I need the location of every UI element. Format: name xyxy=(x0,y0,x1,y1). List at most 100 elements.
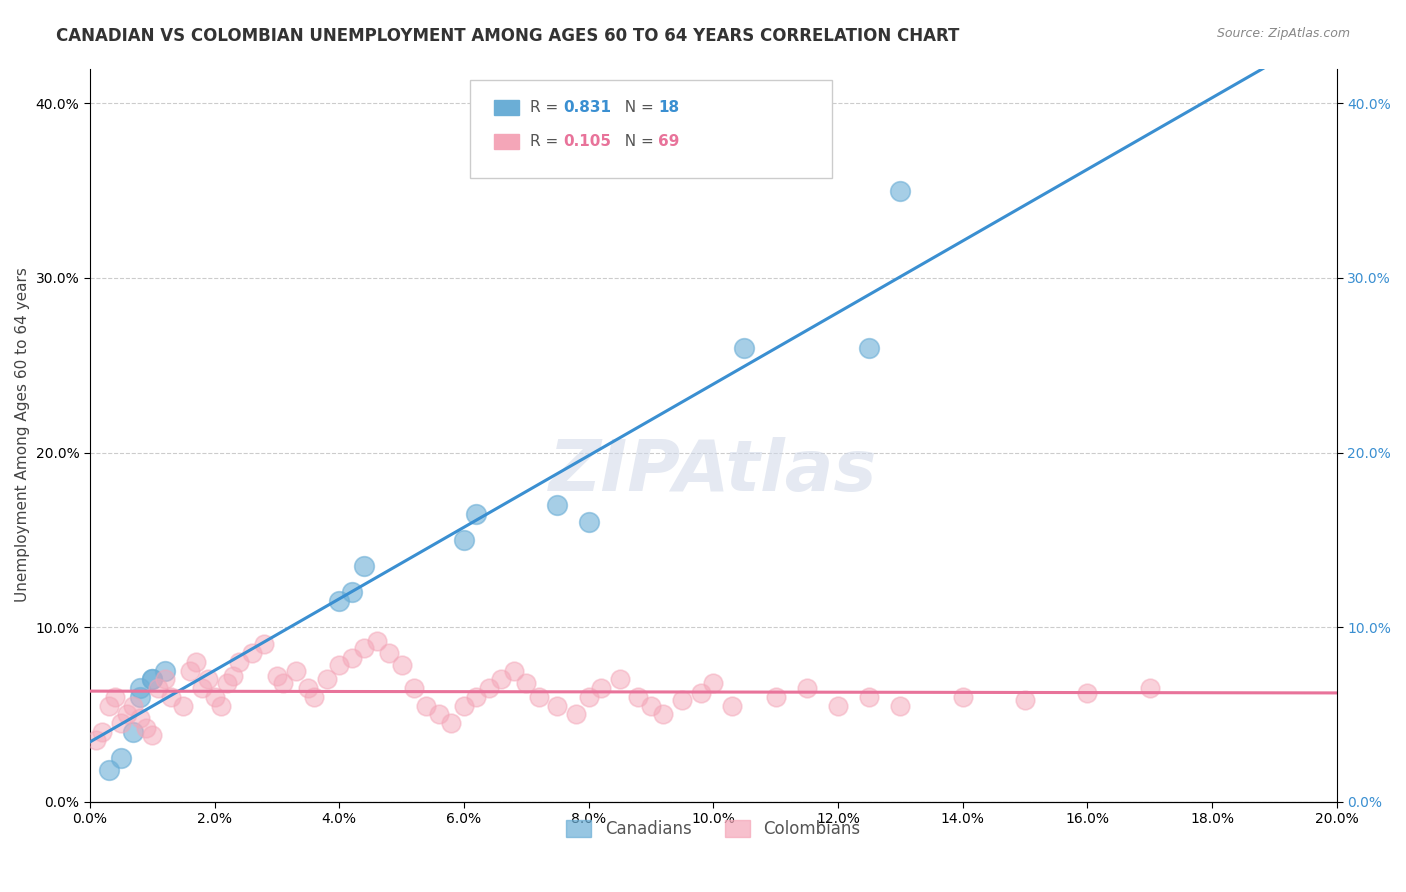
Point xyxy=(453,533,475,547)
Point xyxy=(141,673,163,687)
Point xyxy=(191,681,214,695)
Point xyxy=(340,651,363,665)
Point xyxy=(1139,681,1161,695)
Point xyxy=(491,673,513,687)
Legend: Canadians, Colombians: Canadians, Colombians xyxy=(560,813,868,845)
Point xyxy=(91,724,114,739)
Point xyxy=(253,638,276,652)
Text: CANADIAN VS COLOMBIAN UNEMPLOYMENT AMONG AGES 60 TO 64 YEARS CORRELATION CHART: CANADIAN VS COLOMBIAN UNEMPLOYMENT AMONG… xyxy=(56,27,960,45)
Point xyxy=(148,681,170,695)
Point xyxy=(97,763,120,777)
Point xyxy=(117,707,139,722)
Point xyxy=(858,341,880,355)
Text: N =: N = xyxy=(614,100,658,115)
Point xyxy=(135,721,157,735)
Text: Source: ZipAtlas.com: Source: ZipAtlas.com xyxy=(1216,27,1350,40)
Point xyxy=(179,664,201,678)
Point xyxy=(1014,693,1036,707)
Point xyxy=(271,676,294,690)
Y-axis label: Unemployment Among Ages 60 to 64 years: Unemployment Among Ages 60 to 64 years xyxy=(15,268,30,602)
Point xyxy=(391,658,413,673)
Point xyxy=(889,184,911,198)
Text: 18: 18 xyxy=(658,100,679,115)
Point xyxy=(578,690,600,704)
Point xyxy=(627,690,650,704)
Point xyxy=(284,664,307,678)
Point xyxy=(1076,686,1098,700)
Point xyxy=(609,673,631,687)
Point xyxy=(671,693,693,707)
Point xyxy=(546,498,568,512)
Point xyxy=(141,673,163,687)
Point xyxy=(640,698,662,713)
Point xyxy=(546,698,568,713)
Point xyxy=(889,698,911,713)
Point xyxy=(952,690,974,704)
Point xyxy=(702,676,724,690)
Point xyxy=(122,724,145,739)
Point xyxy=(97,698,120,713)
Point xyxy=(515,676,537,690)
Point xyxy=(378,646,401,660)
Point xyxy=(565,707,588,722)
Point xyxy=(440,716,463,731)
Point xyxy=(84,733,107,747)
Point xyxy=(858,690,880,704)
Point xyxy=(184,655,207,669)
Point xyxy=(328,658,350,673)
Text: R =: R = xyxy=(530,100,564,115)
Point xyxy=(128,690,150,704)
Point xyxy=(465,690,488,704)
Point xyxy=(427,707,450,722)
Point xyxy=(304,690,326,704)
Point xyxy=(297,681,319,695)
Point xyxy=(765,690,787,704)
Text: R =: R = xyxy=(530,135,564,149)
FancyBboxPatch shape xyxy=(494,135,519,149)
Point xyxy=(340,585,363,599)
Point xyxy=(652,707,675,722)
Point xyxy=(527,690,550,704)
Point xyxy=(222,669,245,683)
Point xyxy=(796,681,818,695)
Point xyxy=(153,664,176,678)
Point xyxy=(209,698,232,713)
Point xyxy=(502,664,524,678)
Text: 69: 69 xyxy=(658,135,679,149)
Point xyxy=(589,681,612,695)
Point xyxy=(453,698,475,713)
Point xyxy=(353,640,375,655)
Point xyxy=(141,728,163,742)
Point xyxy=(122,698,145,713)
Point xyxy=(733,341,755,355)
Point xyxy=(215,676,238,690)
FancyBboxPatch shape xyxy=(470,79,832,178)
Point xyxy=(128,711,150,725)
Point xyxy=(415,698,437,713)
Point xyxy=(128,681,150,695)
Point xyxy=(315,673,337,687)
Point xyxy=(160,690,183,704)
Point xyxy=(197,673,219,687)
Point xyxy=(465,507,488,521)
Point xyxy=(266,669,288,683)
Point xyxy=(478,681,501,695)
Point xyxy=(240,646,263,660)
Text: 0.105: 0.105 xyxy=(564,135,612,149)
Point xyxy=(228,655,250,669)
Point xyxy=(328,594,350,608)
Point xyxy=(104,690,127,704)
Point xyxy=(366,634,388,648)
Point xyxy=(110,716,132,731)
Point xyxy=(153,673,176,687)
Point xyxy=(110,751,132,765)
Point xyxy=(578,516,600,530)
Point xyxy=(204,690,226,704)
Point xyxy=(172,698,194,713)
Text: 0.831: 0.831 xyxy=(564,100,612,115)
Text: ZIPAtlas: ZIPAtlas xyxy=(548,437,877,506)
Point xyxy=(353,558,375,573)
Point xyxy=(402,681,425,695)
Point xyxy=(827,698,849,713)
FancyBboxPatch shape xyxy=(494,100,519,115)
